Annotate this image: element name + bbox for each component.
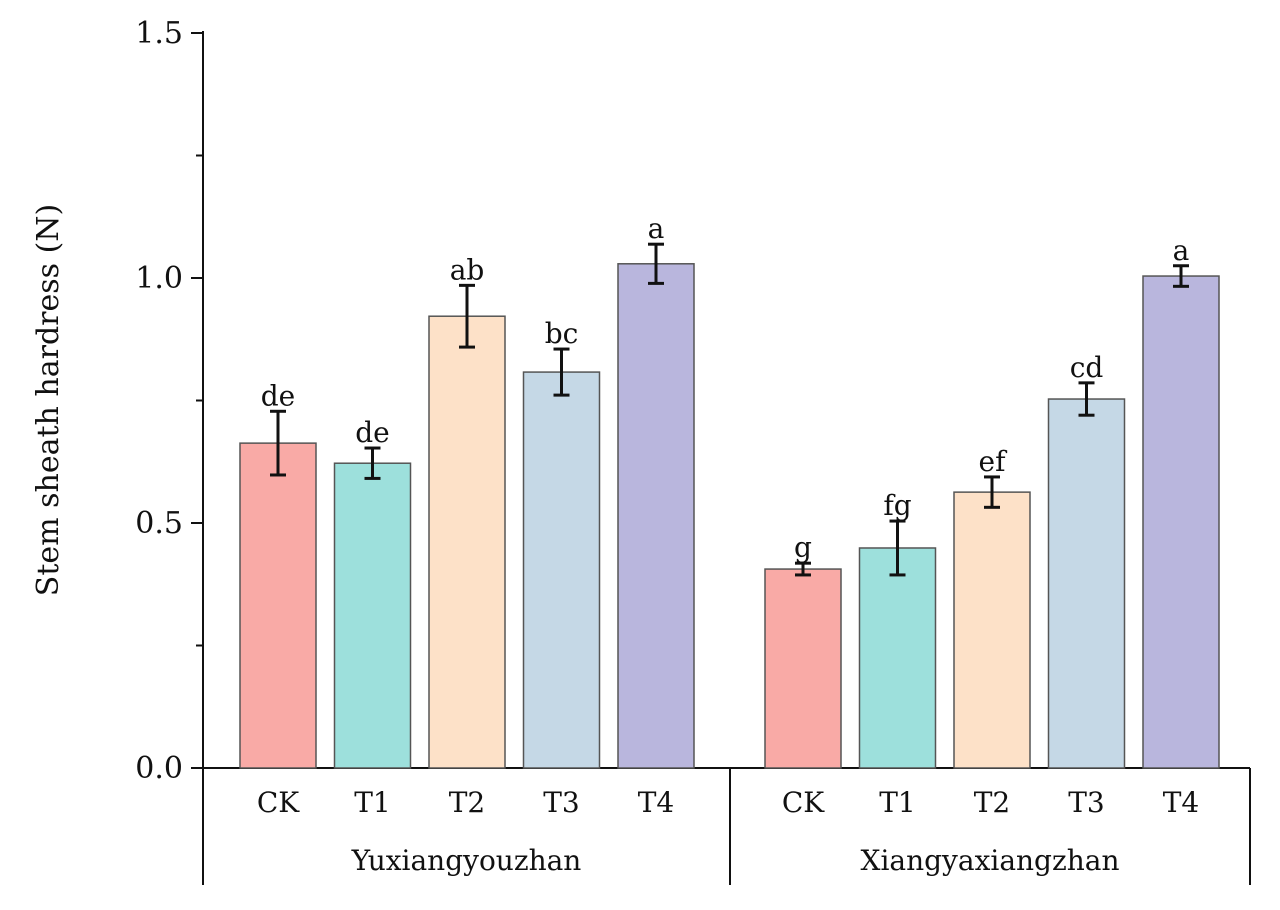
significance-letter: de [261, 379, 296, 412]
y-tick-label: 1.0 [135, 261, 183, 296]
bar-t3 [522, 371, 601, 769]
significance-letter: de [355, 416, 390, 449]
x-tick-label: T2 [974, 786, 1011, 819]
bars: de CK de T1 ab T2 bc T3 a T4 g CK fg T1 ef T2 cd T3 a T4 [239, 212, 1220, 819]
bar-t1 [333, 462, 412, 769]
axes: 0.0 0.5 1.0 1.5 Yuxiangyouzhan Xiangyaxiangzh… [135, 16, 1251, 885]
y-tick-label: 1.5 [135, 16, 183, 51]
bar-t2 [953, 491, 1031, 769]
bar-ck [764, 568, 842, 769]
x-tick-label: T4 [1163, 786, 1200, 819]
significance-letter: ab [450, 253, 485, 286]
significance-letter: a [648, 212, 665, 245]
x-tick-label: CK [257, 786, 300, 819]
significance-letter: fg [883, 489, 911, 522]
group-label: Xiangyaxiangzhan [861, 844, 1120, 877]
bar-t3 [1047, 398, 1126, 769]
bar-t2 [428, 315, 506, 769]
x-tick-label: T2 [449, 786, 486, 819]
significance-letter: bc [545, 317, 579, 350]
x-tick-label: T3 [543, 786, 580, 819]
y-axis-label: Stem sheath hardress (N) [31, 204, 66, 596]
y-tick-label: 0.5 [135, 506, 183, 541]
bar-t4 [1142, 275, 1220, 769]
bar-t4 [617, 263, 695, 769]
x-tick-label: T1 [879, 786, 916, 819]
group-label: Yuxiangyouzhan [351, 844, 582, 877]
y-tick-label: 0.0 [135, 751, 183, 786]
x-tick-label: CK [782, 786, 825, 819]
significance-letter: g [794, 531, 812, 564]
bar-t1 [858, 547, 937, 769]
significance-letter: a [1173, 234, 1190, 267]
significance-letter: ef [979, 445, 1009, 478]
x-tick-label: T1 [354, 786, 391, 819]
x-tick-label: T4 [638, 786, 675, 819]
significance-letter: cd [1070, 351, 1104, 384]
x-tick-label: T3 [1068, 786, 1105, 819]
bar-ck [239, 442, 317, 769]
